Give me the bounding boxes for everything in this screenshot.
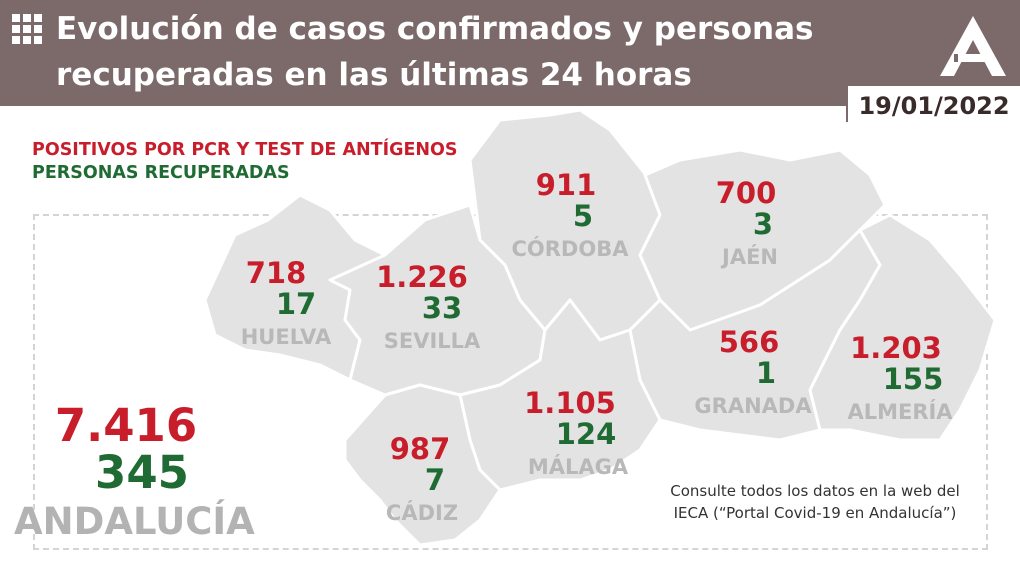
footer-note: Consulte todos los datos en la web del I… [640, 480, 990, 524]
recovered-value: 1 [755, 356, 777, 390]
province-shape-almeria [808, 213, 997, 442]
province-name: JAÉN [722, 245, 778, 269]
recovered-value: 124 [555, 417, 617, 451]
grid-icon [12, 14, 42, 44]
province-sevilla: 1.226 33 SEVILLA [362, 262, 502, 358]
province-name: HUELVA [240, 325, 332, 349]
total-andalucia: 7.416 345 [55, 402, 200, 499]
legend-positives: POSITIVOS POR PCR Y TEST DE ANTÍGENOS [32, 140, 458, 160]
province-huelva: 718 17 HUELVA [216, 258, 356, 354]
province-granada: 566 1 GRANADA [683, 327, 823, 423]
page-title: Evolución de casos confirmados y persona… [56, 6, 906, 98]
province-shape-cadiz [343, 383, 502, 547]
positives-value: 566 [718, 325, 780, 359]
province-jaen: 700 3 JAÉN [680, 178, 820, 274]
province-name: ALMERÍA [847, 400, 953, 424]
footer-note-line-1: Consulte todos los datos en la web del [670, 482, 960, 500]
province-almeria: 1.203 155 ALMERÍA [830, 333, 970, 429]
header-bar: Evolución de casos confirmados y persona… [0, 0, 1020, 106]
province-name: CÁDIZ [385, 501, 459, 525]
title-line-1: Evolución de casos confirmados y persona… [56, 11, 814, 47]
positives-value: 700 [715, 176, 777, 210]
total-positives: 7.416 [54, 399, 198, 452]
positives-value: 1.203 [850, 331, 942, 365]
legend: POSITIVOS POR PCR Y TEST DE ANTÍGENOS PE… [32, 139, 458, 185]
date-label: 19/01/2022 [846, 86, 1020, 122]
region-name: ANDALUCÍA [14, 500, 255, 543]
junta-andalucia-logo [940, 16, 1006, 76]
province-cadiz: 987 7 CÁDIZ [352, 434, 492, 530]
positives-value: 1.226 [376, 260, 468, 294]
recovered-value: 5 [572, 199, 594, 233]
footer-note-line-2: IECA (“Portal Covid-19 en Andalucía”) [673, 504, 957, 522]
province-name: MÁLAGA [527, 455, 629, 479]
positives-value: 911 [535, 168, 597, 202]
recovered-value: 17 [275, 287, 317, 321]
positives-value: 1.105 [524, 386, 616, 420]
province-name: CÓRDOBA [511, 237, 629, 261]
legend-recovered: PERSONAS RECUPERADAS [32, 163, 290, 183]
province-malaga: 1.105 124 MÁLAGA [508, 388, 648, 484]
province-name: GRANADA [694, 394, 812, 418]
positives-value: 718 [245, 256, 307, 290]
recovered-value: 7 [424, 463, 446, 497]
province-name: SEVILLA [383, 329, 481, 353]
recovered-value: 33 [421, 291, 463, 325]
recovered-value: 155 [882, 362, 944, 396]
recovered-value: 3 [752, 207, 774, 241]
province-cordoba: 911 5 CÓRDOBA [500, 170, 640, 266]
positives-value: 987 [389, 432, 451, 466]
total-recovered: 345 [95, 446, 189, 499]
title-line-2: recuperadas en las últimas 24 horas [56, 57, 692, 93]
